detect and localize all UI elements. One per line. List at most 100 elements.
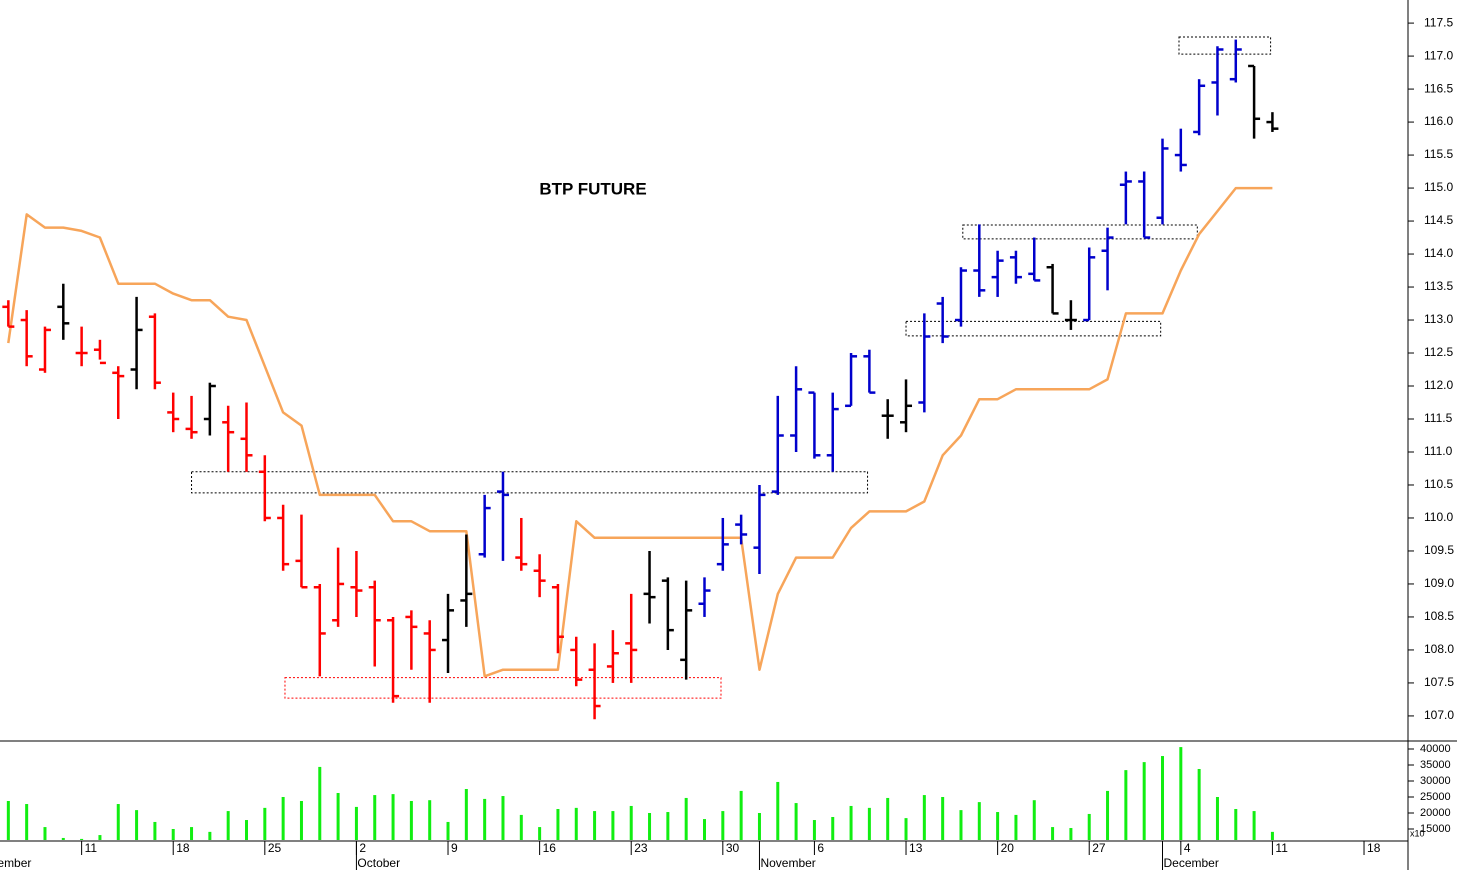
volume-bar (1234, 808, 1238, 840)
x-tick-label: 2 (359, 841, 366, 855)
x-tick-label: 30 (726, 841, 740, 855)
month-label: September (0, 856, 31, 870)
month-label: December (1164, 856, 1219, 870)
volume-bar (61, 837, 65, 840)
y-tick-label: 40000 (1420, 743, 1451, 755)
volume-bar (1106, 790, 1110, 840)
volume-bar (1179, 747, 1183, 840)
volume-bar (1069, 828, 1073, 840)
volume-bar (501, 796, 505, 840)
volume-bar (428, 800, 432, 840)
volume-bar (1014, 814, 1018, 840)
volume-bar (1215, 796, 1219, 840)
volume-bar (574, 807, 578, 840)
zone-box (191, 471, 869, 494)
volume-bar (922, 795, 926, 840)
axis-note: x10 (1410, 828, 1425, 838)
y-tick-label: 116.0 (1424, 114, 1453, 128)
volume-bar (941, 796, 945, 840)
volume-bar (794, 803, 798, 840)
y-tick-label: 114.5 (1424, 213, 1453, 227)
volume-bar (1270, 831, 1274, 840)
volume-bar (1142, 762, 1146, 840)
y-tick-label: 110.5 (1424, 477, 1453, 491)
zone-box (1178, 36, 1272, 55)
volume-bar (648, 812, 652, 840)
x-tick-label: 20 (1001, 841, 1015, 855)
volume-bar (538, 827, 542, 840)
volume-bar (721, 811, 725, 840)
y-tick-label: 112.0 (1424, 378, 1453, 392)
volume-bar (153, 821, 157, 840)
volume-bar (318, 766, 322, 840)
x-tick-label: 6 (817, 841, 824, 855)
volume-bar (1124, 770, 1128, 840)
y-tick-label: 30000 (1420, 775, 1451, 787)
volume-bar (886, 797, 890, 840)
y-tick-label: 111.0 (1424, 444, 1453, 458)
volume-bar (1252, 811, 1256, 840)
volume-bar (43, 827, 47, 840)
y-tick-label: 110.0 (1424, 510, 1453, 524)
x-tick-label: 23 (634, 841, 648, 855)
volume-bar (281, 796, 285, 840)
volume-bar (904, 818, 908, 840)
volume-bar (80, 838, 84, 840)
volume-bar (391, 794, 395, 840)
volume-bar (593, 811, 597, 840)
x-tick-label: 25 (268, 841, 282, 855)
volume-bar (849, 805, 853, 840)
zone-box (962, 224, 1198, 240)
y-tick-label: 117.0 (1424, 48, 1453, 62)
y-tick-label: 117.5 (1424, 15, 1453, 29)
volume-bar (666, 812, 670, 840)
volume-bar (1161, 756, 1164, 840)
y-tick-label: 15000 (1420, 823, 1451, 835)
y-tick-label: 107.0 (1424, 708, 1454, 722)
volume-bar (959, 810, 963, 840)
y-tick-label: 108.0 (1424, 642, 1454, 656)
volume-bar (1032, 800, 1036, 840)
y-tick-label: 20000 (1420, 807, 1451, 819)
volume-bar (867, 807, 871, 840)
volume-bar (135, 810, 139, 840)
volume-bar (299, 800, 303, 840)
volume-bar (208, 831, 212, 840)
volume-bar (739, 790, 743, 840)
volume-bar (245, 820, 248, 840)
volume-bar (226, 811, 230, 840)
volume-bar (464, 788, 468, 840)
month-label: October (357, 856, 400, 870)
x-tick-label: 13 (909, 841, 923, 855)
y-tick-label: 109.5 (1424, 543, 1454, 557)
volume-bar (611, 811, 615, 840)
volume-bar (703, 819, 706, 840)
y-tick-label: 115.0 (1424, 180, 1453, 194)
x-tick-label: 9 (451, 841, 458, 855)
x-tick-label: 4 (1184, 841, 1191, 855)
month-label: November (760, 856, 815, 870)
x-tick-label: 11 (85, 841, 98, 855)
x-tick-label: 27 (1092, 841, 1106, 855)
volume-bar (6, 800, 10, 840)
volume-bar (25, 804, 29, 840)
y-tick-label: 107.5 (1424, 675, 1454, 689)
volume-bar (1087, 813, 1091, 840)
volume-bar (757, 812, 761, 840)
volume-bar (629, 805, 633, 840)
volume-bar (996, 812, 1000, 840)
x-tick-label: 18 (1367, 841, 1381, 855)
volume-bar (1197, 768, 1201, 840)
volume-bar (519, 814, 523, 840)
x-tick-label: 18 (176, 841, 190, 855)
volume-bar (98, 835, 102, 840)
volume-bar (190, 827, 194, 840)
y-tick-label: 115.5 (1424, 147, 1453, 161)
volume-bar (776, 781, 780, 840)
volume-bar (446, 821, 450, 840)
y-tick-label: 114.0 (1424, 246, 1453, 260)
zone-box (284, 677, 722, 699)
y-tick-label: 113.0 (1424, 312, 1453, 326)
volume-bar (1051, 827, 1055, 840)
